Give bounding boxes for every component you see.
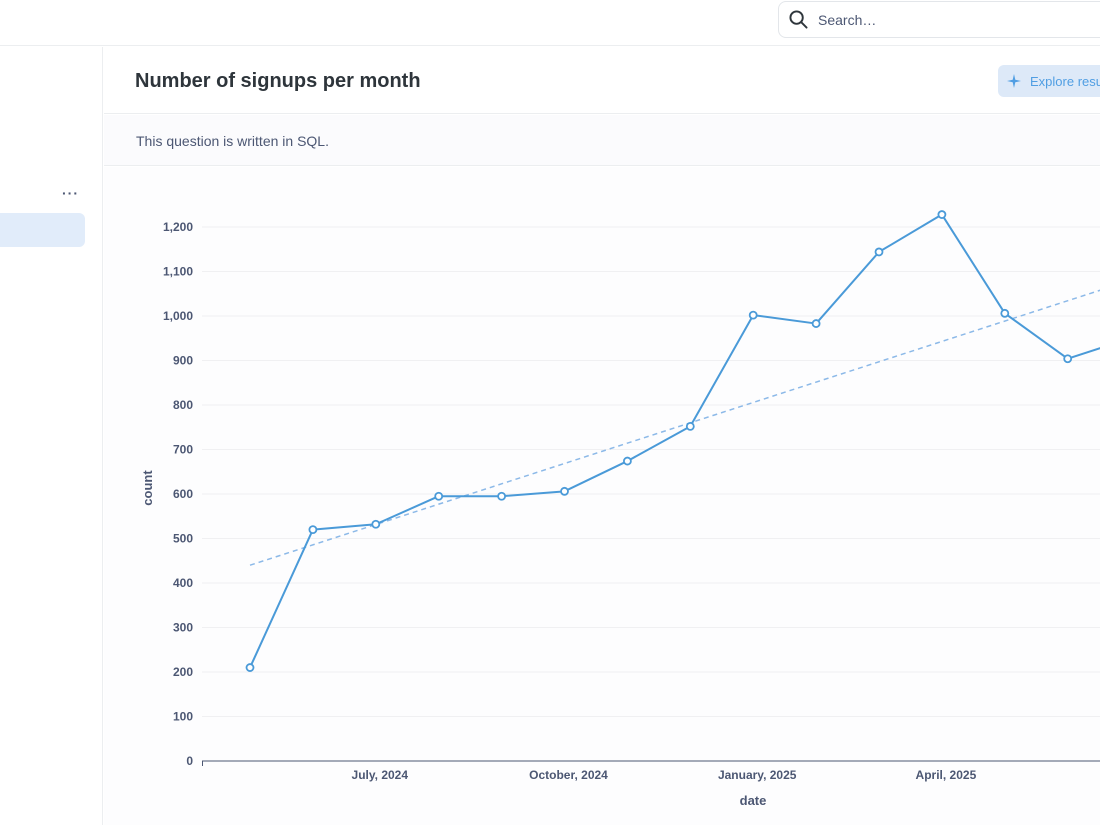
search-icon [789,10,808,29]
y-tick-label: 200 [173,665,193,679]
data-point [560,486,569,496]
data-point [497,491,507,501]
chart-container: 0 100 200 300 400 500 600 700 800 900 1,000 1,100 1,… [104,167,1100,825]
data-point [623,456,632,466]
y-tick-label: 100 [173,710,193,724]
sidebar: ··· [0,47,103,825]
top-bar: Search… [0,0,1100,46]
page-title: Number of signups per month [135,70,421,92]
y-tick-label: 1,200 [163,220,193,234]
data-point [371,519,381,529]
y-tick-label: 700 [173,443,193,457]
sql-notice: This question is written in SQL. [104,115,1100,166]
y-tick-label: 400 [173,576,193,590]
data-point [245,663,255,672]
sidebar-item-active[interactable] [0,213,85,247]
y-tick-label: 600 [173,487,193,501]
data-point [748,310,758,320]
y-tick-label: 800 [173,398,193,412]
y-tick-label: 1,100 [163,265,193,279]
search-placeholder: Search… [818,11,877,28]
explore-results-label: Explore results [1030,73,1100,89]
more-options-button[interactable]: ··· [62,185,79,201]
y-axis-title: count [140,470,155,506]
y-tick-label: 0 [186,754,193,768]
data-point [1063,354,1073,364]
search-input[interactable]: Search… [778,1,1100,38]
y-tick-label: 1,000 [163,309,193,323]
y-tick-label: 500 [173,532,193,546]
y-tick-label: 300 [173,621,193,635]
data-point [874,247,884,257]
data-point [308,525,318,535]
x-tick-label: April, 2025 [916,768,977,782]
x-tick-label: July, 2024 [352,768,409,782]
data-point [685,421,695,431]
line-chart: 0 100 200 300 400 500 600 700 800 900 1,000 1,100 1,… [140,210,1100,808]
data-point [811,319,821,328]
question-header: Number of signups per month Explore resu… [104,47,1100,114]
x-tick-label: October, 2024 [529,768,608,782]
series-line [249,213,1100,668]
data-point [937,210,947,219]
x-axis-title: date [740,793,767,808]
sql-notice-text: This question is written in SQL. [136,133,329,149]
y-tick-label: 900 [173,354,193,368]
data-point [434,491,444,501]
sparkle-icon [1007,74,1021,88]
x-tick-label: January, 2025 [718,768,797,782]
data-point [1000,308,1010,318]
explore-results-button[interactable]: Explore results [998,65,1100,97]
